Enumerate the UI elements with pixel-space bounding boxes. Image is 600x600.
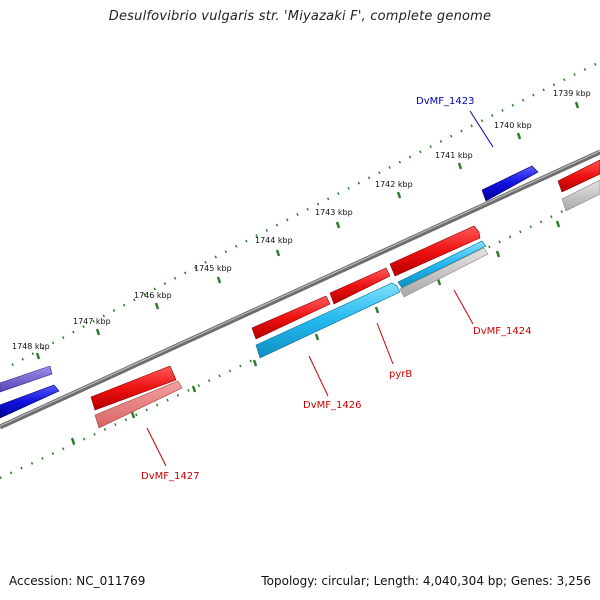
scale-label-1747: 1747 kbp: [73, 317, 111, 326]
leader-pyrb: [376, 322, 394, 365]
gene-feature-grey-right[interactable]: [561, 179, 600, 212]
inner-scale-ring: [0, 191, 600, 480]
gene-label-dvmf-1426: DvMF_1426: [303, 400, 361, 411]
leader-dvmf-1427: [146, 427, 167, 467]
inner-major-ticks: [70, 220, 561, 445]
gene-feature-pink[interactable]: [94, 380, 183, 429]
outer-major-ticks: [35, 101, 580, 360]
leader-dvmf-1426: [308, 355, 329, 397]
scale-label-1744: 1744 kbp: [255, 236, 293, 245]
scale-label-1746: 1746 kbp: [134, 291, 172, 300]
outer-scale-ring: [11, 60, 600, 367]
gene-label-dvmf-1423: DvMF_1423: [416, 96, 474, 107]
gene-track-reverse: [0, 179, 600, 429]
genome-backbone-highlight: [0, 150, 600, 427]
map-title: Desulfovibrio vulgaris str. 'Miyazaki F'…: [108, 9, 492, 24]
gene-feature-dvmf-1427[interactable]: [90, 365, 177, 411]
scale-labels: 1739 kbp 1740 kbp 1741 kbp 1742 kbp 1743…: [12, 89, 591, 351]
gene-feature-purple-left[interactable]: [0, 365, 53, 393]
genome-backbone: [0, 149, 600, 430]
scale-label-1741: 1741 kbp: [435, 151, 473, 160]
gene-leader-lines: [146, 110, 494, 467]
gene-label-dvmf-1424: DvMF_1424: [473, 326, 531, 337]
gene-feature-pyrb[interactable]: [329, 267, 391, 305]
scale-label-1748: 1748 kbp: [12, 342, 50, 351]
leader-dvmf-1424: [453, 289, 474, 325]
gene-feature-blue-left[interactable]: [0, 384, 60, 419]
accession-text: Accession: NC_011769: [9, 574, 146, 588]
leader-dvmf-1423: [469, 110, 494, 148]
gene-feature-red-right[interactable]: [557, 159, 600, 193]
gene-labels: DvMF_1423 DvMF_1424 pyrB DvMF_1426 DvMF_…: [141, 96, 531, 482]
gene-feature-cyan-2[interactable]: [397, 240, 487, 289]
gene-label-pyrb: pyrB: [389, 369, 412, 380]
gene-feature-dvmf-1424[interactable]: [389, 225, 481, 277]
scale-label-1740: 1740 kbp: [494, 121, 532, 130]
gene-feature-dvmf-1423[interactable]: [481, 165, 539, 202]
genome-summary-text: Topology: circular; Length: 4,040,304 bp…: [261, 574, 591, 588]
gene-track-forward: [0, 159, 600, 411]
gene-feature-dvmf-1426[interactable]: [251, 295, 331, 340]
scale-label-1745: 1745 kbp: [194, 264, 232, 273]
gene-feature-cyan[interactable]: [255, 282, 401, 359]
scale-label-1743: 1743 kbp: [315, 208, 353, 217]
gene-feature-grey[interactable]: [399, 247, 489, 298]
gene-label-dvmf-1427: DvMF_1427: [141, 471, 199, 482]
scale-label-1742: 1742 kbp: [375, 180, 413, 189]
scale-label-1739: 1739 kbp: [553, 89, 591, 98]
